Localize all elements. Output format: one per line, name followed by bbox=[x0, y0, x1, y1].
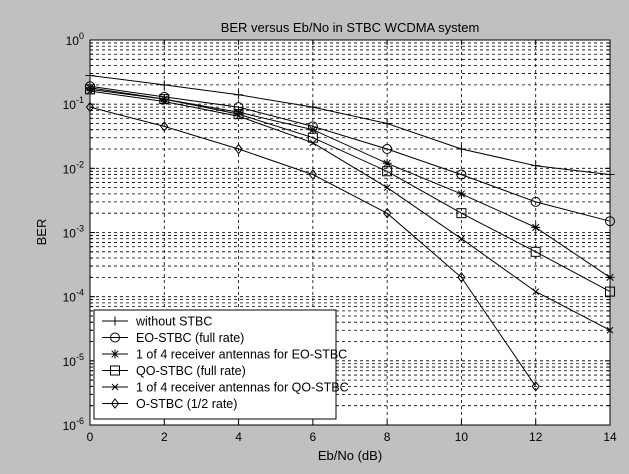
series-line bbox=[89, 85, 611, 222]
data-point-star bbox=[308, 125, 318, 135]
data-point-diamond bbox=[160, 121, 169, 132]
series-layer bbox=[85, 70, 615, 392]
data-point-diamond bbox=[308, 169, 317, 180]
data-point-star bbox=[110, 349, 120, 359]
data-point-plus bbox=[159, 80, 169, 90]
data-point-x bbox=[383, 184, 391, 192]
data-point-star bbox=[234, 107, 244, 117]
y-tick-label: 10-6 bbox=[63, 416, 84, 433]
data-point-star bbox=[456, 189, 466, 199]
x-tick-label: 10 bbox=[455, 430, 469, 444]
legend-label: EO-STBC (full rate) bbox=[136, 331, 244, 345]
series-6 bbox=[85, 101, 540, 392]
x-tick-label: 0 bbox=[87, 430, 94, 444]
y-tick-label: 10-5 bbox=[63, 352, 84, 369]
data-point-plus bbox=[234, 90, 244, 100]
data-point-diamond bbox=[383, 207, 392, 219]
data-point-diamond bbox=[531, 381, 540, 392]
y-tick-label: 10-1 bbox=[63, 95, 84, 112]
data-point-plus bbox=[456, 144, 466, 154]
series-1 bbox=[85, 70, 615, 180]
legend-item: O-STBC (1/2 rate) bbox=[102, 397, 237, 411]
x-tick-label: 8 bbox=[384, 430, 391, 444]
data-point-plus bbox=[110, 316, 120, 326]
legend-label: O-STBC (1/2 rate) bbox=[136, 397, 237, 411]
data-point-circle bbox=[110, 332, 120, 343]
data-point-diamond bbox=[110, 398, 120, 409]
series-line bbox=[89, 75, 611, 176]
chart-title: BER versus Eb/No in STBC WCDMA system bbox=[221, 20, 480, 35]
series-line bbox=[89, 90, 611, 331]
data-point-star bbox=[531, 222, 541, 232]
data-point-square bbox=[530, 246, 541, 257]
data-point-x bbox=[111, 383, 119, 391]
y-axis-label: BER bbox=[34, 219, 49, 246]
data-point-plus bbox=[382, 118, 392, 128]
data-point-x bbox=[235, 112, 242, 120]
data-point-square bbox=[159, 94, 170, 105]
legend: without STBC EO-STBC (full rate) 1 of 4 re… bbox=[93, 309, 349, 420]
data-point-x bbox=[160, 98, 168, 105]
legend-item: 1 of 4 receiver antennas for QO-STBC bbox=[102, 381, 349, 395]
legend-box bbox=[93, 309, 337, 420]
legend-item: EO-STBC (full rate) bbox=[102, 331, 244, 345]
data-point-plus bbox=[531, 161, 541, 171]
x-tick-label: 2 bbox=[161, 430, 168, 444]
data-point-circle bbox=[530, 196, 541, 207]
y-tick-label: 10-2 bbox=[63, 159, 84, 176]
legend-label: without STBC bbox=[135, 315, 212, 329]
data-point-circle bbox=[382, 144, 393, 155]
series-line bbox=[89, 106, 537, 387]
data-point-star bbox=[382, 158, 392, 168]
data-point-square bbox=[456, 208, 467, 219]
series-line bbox=[89, 88, 611, 293]
data-point-square bbox=[382, 166, 393, 177]
x-tick-label: 6 bbox=[310, 430, 317, 444]
y-tick-label: 10-3 bbox=[63, 224, 84, 241]
data-point-square bbox=[233, 109, 244, 120]
x-axis-label: Eb/No (dB) bbox=[318, 448, 382, 463]
x-tick-label: 14 bbox=[603, 430, 617, 444]
data-point-diamond bbox=[457, 272, 466, 283]
data-point-plus bbox=[308, 102, 318, 112]
legend-label: 1 of 4 receiver antennas for QO-STBC bbox=[136, 381, 349, 395]
data-point-x bbox=[458, 235, 465, 243]
data-point-square bbox=[110, 365, 120, 376]
data-point-x bbox=[532, 288, 540, 295]
x-tick-label: 4 bbox=[235, 430, 242, 444]
y-tick-label: 100 bbox=[66, 31, 84, 48]
y-tick-label: 10-4 bbox=[63, 288, 84, 305]
legend-item: QO-STBC (full rate) bbox=[102, 364, 246, 378]
legend-item: 1 of 4 receiver antennas for EO-STBC bbox=[102, 348, 347, 362]
data-point-diamond bbox=[234, 143, 243, 155]
data-point-x bbox=[309, 139, 317, 147]
axes-layer: 0 2 4 6 8 10 12 14 100 10-1 10-2 10-3 10-4 10-5 10-6 bbox=[63, 31, 617, 444]
legend-label: QO-STBC (full rate) bbox=[136, 364, 246, 378]
legend-label: 1 of 4 receiver antennas for EO-STBC bbox=[136, 348, 347, 362]
legend-item: without STBC bbox=[102, 315, 212, 329]
data-point-circle bbox=[456, 169, 467, 180]
x-tick-label: 12 bbox=[529, 430, 543, 444]
